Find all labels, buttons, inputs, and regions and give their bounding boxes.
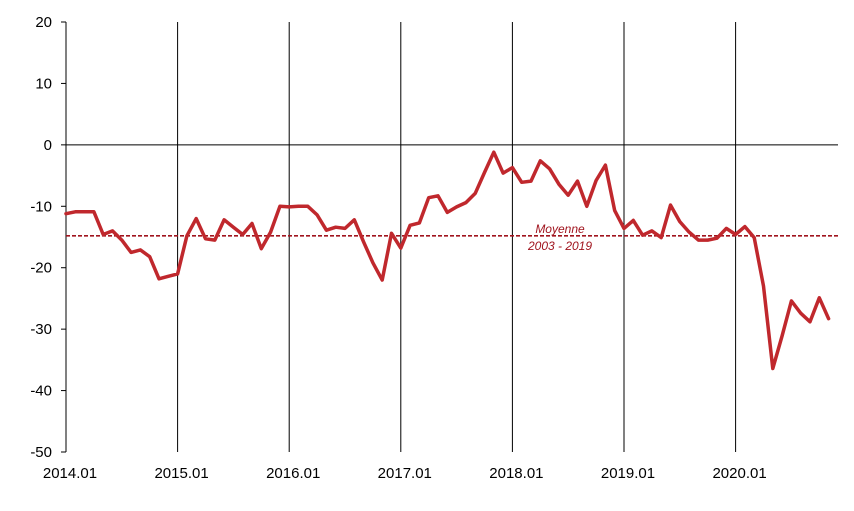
x-axis-ticks: 2014.01 2015.01 2016.01 2017.01 2018.01 2019.… <box>43 465 767 482</box>
y-tick-label: -40 <box>30 383 52 400</box>
y-tick-label: 10 <box>35 75 52 92</box>
x-tick-label: 2014.01 <box>43 465 97 482</box>
x-tick-label: 2018.01 <box>489 465 543 482</box>
y-axis-ticks: 20 10 0 -10 -20 -30 -40 -50 <box>30 14 66 461</box>
y-tick-label: 20 <box>35 14 52 31</box>
series-line <box>64 150 831 371</box>
y-tick-label: -50 <box>30 444 52 461</box>
x-tick-label: 2020.01 <box>712 465 766 482</box>
average-label-line1: Moyenne <box>535 222 585 236</box>
x-tick-label: 2016.01 <box>266 465 320 482</box>
x-tick-label: 2015.01 <box>154 465 208 482</box>
y-tick-label: -10 <box>30 198 52 215</box>
y-tick-label: -30 <box>30 321 52 338</box>
average-label-line2: 2003 - 2019 <box>527 239 592 253</box>
x-tick-label: 2017.01 <box>378 465 432 482</box>
vertical-gridlines <box>177 22 737 452</box>
y-tick-label: 0 <box>44 137 52 154</box>
x-tick-label: 2019.01 <box>601 465 655 482</box>
y-tick-label: -20 <box>30 260 52 277</box>
